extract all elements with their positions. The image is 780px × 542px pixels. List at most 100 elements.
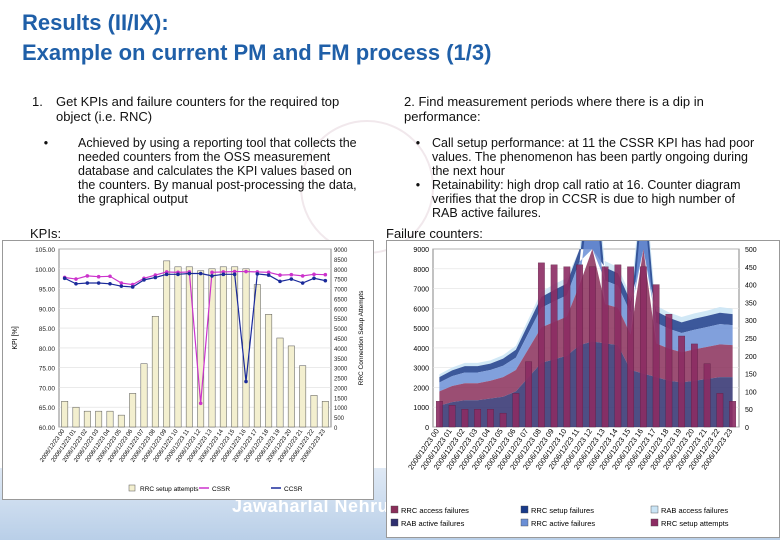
y2-tick-label: 200 <box>745 354 757 361</box>
bar-rrc-setup-attempts <box>525 361 533 428</box>
y2-tick-label: 400 <box>745 283 757 290</box>
legend-label: CCSR <box>284 486 303 493</box>
bullet-text: Achieved by using a reporting tool that … <box>78 136 357 206</box>
bar-rrc-setup-attempts <box>486 408 494 428</box>
y-tick-label: 0 <box>425 425 429 432</box>
bar-rrc-setup-attempts <box>231 266 239 428</box>
kpis-label: KPIs: <box>30 226 62 241</box>
bar-rrc-setup-attempts <box>563 266 571 428</box>
y2-tick-label: 6000 <box>334 307 348 313</box>
legend-label: RRC setup attempts <box>140 486 199 493</box>
point-cssr <box>266 270 271 275</box>
y-tick-label: 3000 <box>413 366 429 373</box>
y-tick-label: 80.00 <box>39 346 56 353</box>
bullet-item-1: • Call setup performance: at 11 the CSSR… <box>404 136 764 178</box>
y2-tick-label: 450 <box>745 265 757 272</box>
kpi-chart: 60.00 65.00 70.00 75.00 80.00 85.00 90.00 95.00… <box>12 247 365 493</box>
bar-rrc-setup-attempts <box>703 363 711 428</box>
y-tick-label: 9000 <box>413 247 429 254</box>
failure-counter-chart: 0 1000 2000 3000 4000 5000 6000 7000 8000 9000 0 50… <box>390 124 757 528</box>
bar-rrc-setup-attempts <box>287 345 295 428</box>
point-ccsr <box>62 276 67 281</box>
y2-tick-label: 5000 <box>334 327 348 333</box>
y2-tick-label: 300 <box>745 318 757 325</box>
legend-swatch <box>390 518 399 527</box>
legend-swatch <box>520 505 529 514</box>
bar-rrc-setup-attempts <box>665 314 673 428</box>
bar-rrc-setup-attempts <box>185 266 193 428</box>
y-tick-label: 8000 <box>413 267 429 274</box>
y2-tick-label: 0 <box>334 426 338 432</box>
y2-tick-label: 350 <box>745 300 757 307</box>
legend-label: CSSR <box>212 486 230 493</box>
point-cssr <box>119 281 124 285</box>
bar-rrc-setup-attempts <box>614 264 622 428</box>
point-ccsr <box>187 271 192 276</box>
bar-rrc-setup-attempts <box>435 401 443 428</box>
point-cssr <box>323 272 328 277</box>
failure-counters-label: Failure counters: <box>386 226 483 241</box>
bar-rrc-setup-attempts <box>537 262 545 428</box>
line-ccsr <box>64 272 326 382</box>
y-tick-label: 85.00 <box>39 326 56 333</box>
point-ccsr <box>176 272 180 277</box>
y-tick-label: 4000 <box>413 346 429 353</box>
y-tick-label: 100.00 <box>35 267 55 274</box>
bullet-item: • Achieved by using a reporting tool tha… <box>32 136 372 206</box>
bar-rrc-setup-attempts <box>208 268 216 428</box>
y2-tick-label: 500 <box>334 416 345 422</box>
bar-rrc-setup-attempts <box>253 284 261 428</box>
y2-tick-label: 0 <box>745 425 749 432</box>
bar-rrc-setup-attempts <box>117 414 125 428</box>
point-cssr <box>278 273 282 277</box>
y2-tick-label: 7000 <box>334 288 348 294</box>
y2-tick-label: 1500 <box>334 396 348 402</box>
point-cssr <box>198 401 203 406</box>
legend-swatch <box>650 505 659 514</box>
y-tick-label: 90.00 <box>39 306 56 313</box>
y2-tick-label: 7500 <box>334 278 348 284</box>
y2-tick-label: 2500 <box>334 377 348 383</box>
y2-tick-label: 4000 <box>334 347 348 353</box>
point-ccsr <box>210 274 214 278</box>
bar-rrc-setup-attempts <box>550 264 558 428</box>
point-cssr <box>312 272 316 277</box>
y-tick-label: 70.00 <box>39 385 56 392</box>
y-tick-label: 7000 <box>413 287 429 294</box>
legend-label: RRC setup failures <box>531 506 594 515</box>
bar-rrc-setup-attempts <box>588 266 596 428</box>
point-ccsr <box>119 284 124 288</box>
y2-axis-label: RRC Connection Setup Attempts <box>358 290 365 385</box>
point-ccsr <box>232 272 237 277</box>
bar-rrc-setup-attempts <box>652 284 660 428</box>
y2-tick-label: 250 <box>745 336 757 343</box>
y2-tick-label: 500 <box>745 247 757 254</box>
y-tick-label: 60.00 <box>39 425 56 432</box>
bar-rrc-setup-attempts <box>690 343 698 428</box>
slide-title: Results (II/IX): Example on current PM a… <box>22 8 491 68</box>
bar-rrc-setup-attempts <box>639 266 647 428</box>
y2-tick-label: 4500 <box>334 337 348 343</box>
bar-rrc-setup-attempts <box>576 264 584 428</box>
point-cssr <box>108 274 112 279</box>
legend-swatch <box>650 518 659 527</box>
point-cssr <box>74 277 78 281</box>
point-cssr <box>232 269 237 274</box>
y-tick-label: 6000 <box>413 306 429 313</box>
point-cssr <box>300 274 305 278</box>
point-ccsr <box>244 379 248 384</box>
y2-tick-label: 3000 <box>334 367 348 373</box>
bar-rrc-setup-attempts <box>601 266 609 428</box>
bar-rrc-setup-attempts <box>106 410 114 428</box>
y2-tick-label: 9000 <box>334 248 348 254</box>
y2-tick-label: 100 <box>745 389 757 396</box>
line-cssr <box>64 270 326 404</box>
bullet-text: Call setup performance: at 11 the CSSR K… <box>432 136 755 178</box>
bar-rrc-setup-attempts <box>499 412 507 428</box>
point-ccsr <box>312 276 316 281</box>
point-ccsr <box>221 272 226 277</box>
point-ccsr <box>300 281 305 285</box>
point-ccsr <box>74 282 78 286</box>
legend-label: RRC active failures <box>531 519 595 528</box>
legend-label: RAB access failures <box>661 506 728 515</box>
